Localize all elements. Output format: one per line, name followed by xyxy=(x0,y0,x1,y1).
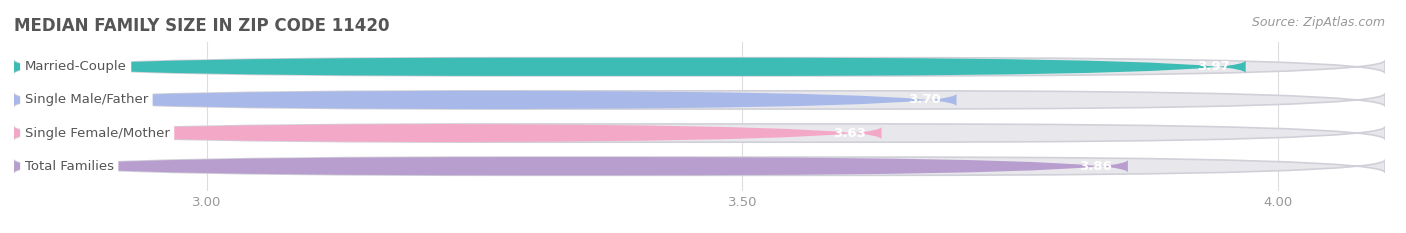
Text: Married-Couple: Married-Couple xyxy=(25,60,127,73)
Text: Total Families: Total Families xyxy=(25,160,114,173)
FancyBboxPatch shape xyxy=(14,124,882,142)
FancyBboxPatch shape xyxy=(14,91,956,109)
Text: 3.97: 3.97 xyxy=(1197,60,1230,73)
Text: Source: ZipAtlas.com: Source: ZipAtlas.com xyxy=(1251,16,1385,29)
FancyBboxPatch shape xyxy=(14,157,1385,175)
FancyBboxPatch shape xyxy=(14,124,1385,142)
Text: MEDIAN FAMILY SIZE IN ZIP CODE 11420: MEDIAN FAMILY SIZE IN ZIP CODE 11420 xyxy=(14,17,389,35)
Text: 3.63: 3.63 xyxy=(832,127,866,140)
FancyBboxPatch shape xyxy=(14,91,1385,109)
Text: Single Female/Mother: Single Female/Mother xyxy=(25,127,170,140)
FancyBboxPatch shape xyxy=(14,58,1246,76)
FancyBboxPatch shape xyxy=(14,58,1385,76)
Text: 3.70: 3.70 xyxy=(908,93,941,106)
FancyBboxPatch shape xyxy=(14,157,1128,175)
Text: Single Male/Father: Single Male/Father xyxy=(25,93,148,106)
Text: 3.86: 3.86 xyxy=(1078,160,1112,173)
